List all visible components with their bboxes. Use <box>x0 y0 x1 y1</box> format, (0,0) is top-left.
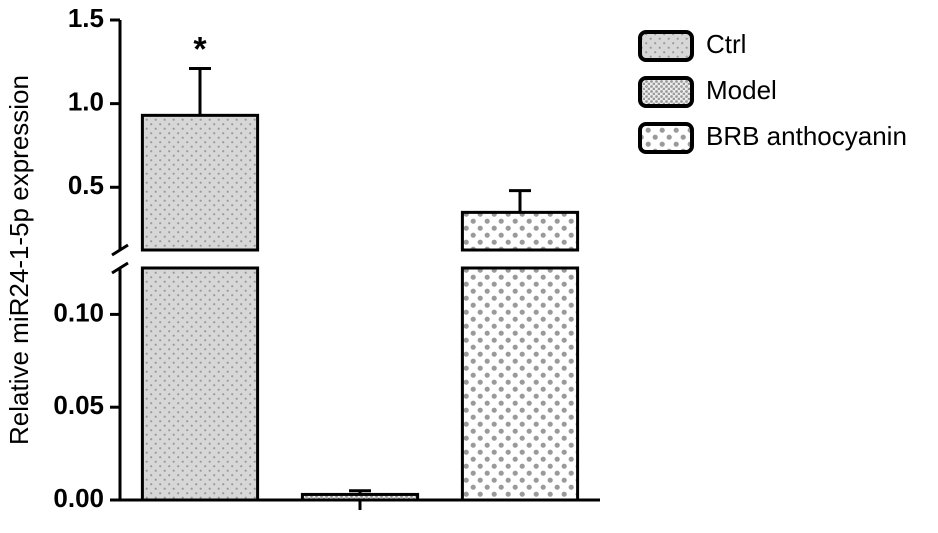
bar-brb-anthocyanin <box>462 191 577 500</box>
y-tick-label: 0.00 <box>53 483 104 513</box>
bar-model <box>302 491 417 500</box>
y-tick-label: 0.10 <box>53 297 104 327</box>
significance-marker: * <box>193 31 207 69</box>
y-tick-label: 0.05 <box>53 390 104 420</box>
y-axis-label: Relative miR24-1-5p expression <box>4 75 34 445</box>
chart-container: 0.5 1.0 1.5 0.00 0.05 0.10 Relative miR24-1-5p… <box>0 0 938 533</box>
legend-item: Ctrl <box>640 29 746 60</box>
legend-label: BRB anthocyanin <box>706 121 907 151</box>
bar-ctrl: * <box>142 31 257 500</box>
legend-item: BRB anthocyanin <box>640 121 907 152</box>
legend-item: Model <box>640 75 777 106</box>
y-tick-label: 1.5 <box>68 3 104 33</box>
legend-label: Model <box>706 75 777 105</box>
legend: Ctrl Model BRB anthocyanin <box>640 29 907 152</box>
y-tick-label: 1.0 <box>68 87 104 117</box>
legend-label: Ctrl <box>706 29 746 59</box>
y-tick-label: 0.5 <box>68 170 104 200</box>
bar-chart-svg: 0.5 1.0 1.5 0.00 0.05 0.10 Relative miR24-1-5p… <box>0 0 938 533</box>
